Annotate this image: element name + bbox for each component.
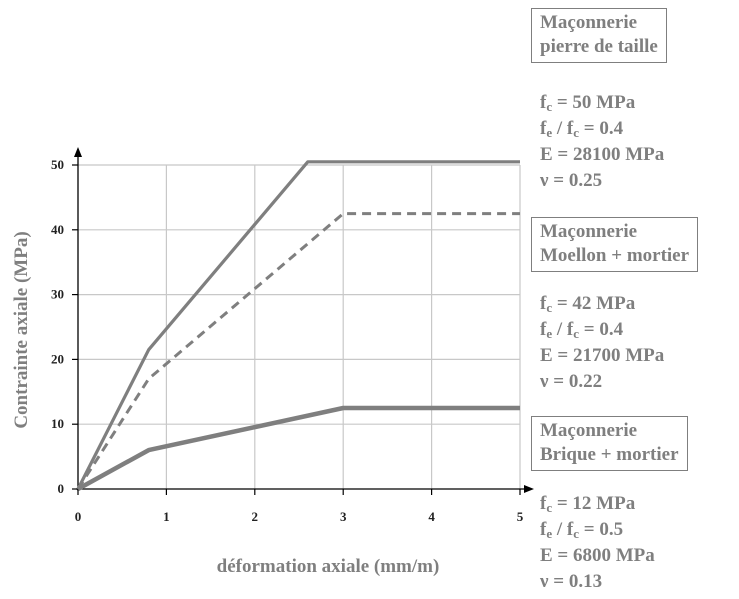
tick-labels: 0 10 20 30 40 50 0 1 2 3 4 5 (51, 157, 524, 524)
axes (72, 147, 534, 495)
prop-fc: fc = 50 MPa (540, 92, 636, 114)
x-tick-label: 1 (163, 509, 170, 524)
series-line-2 (76, 212, 520, 490)
y-tick-label: 20 (51, 351, 64, 366)
x-tick-label: 0 (75, 509, 82, 524)
series-lines (76, 160, 520, 491)
series-line-1 (76, 160, 520, 490)
prop-ratio: fe / fc = 0.4 (540, 118, 624, 140)
y-axis-arrow (74, 147, 82, 157)
legend-box-moellon: Maçonnerie Moellon + mortier (531, 217, 699, 272)
y-tick-label: 40 (51, 222, 64, 237)
legend-title-line2: Moellon + mortier (540, 245, 690, 266)
props-brique: fc = 12 MPa fe / fc = 0.5 E = 6800 MPa ν… (540, 491, 655, 595)
legend-box-pierre: Maçonnerie pierre de taille (531, 8, 667, 63)
prop-E: E = 28100 MPa (540, 144, 665, 165)
x-tick-label: 4 (428, 509, 435, 524)
prop-fc: fc = 12 MPa (540, 493, 636, 515)
legend-box-brique: Maçonnerie Brique + mortier (531, 416, 688, 471)
x-axis-label: déformation axiale (mm/m) (217, 556, 440, 577)
x-tick-label: 5 (517, 509, 524, 524)
series-line-3 (76, 405, 520, 491)
y-tick-label: 0 (58, 481, 65, 496)
prop-fc: fc = 42 MPa (540, 293, 636, 315)
y-axis-label: Contrainte axiale (MPa) (11, 231, 32, 428)
legend-title-line1: Maçonnerie (540, 12, 638, 33)
legend-title-line1: Maçonnerie (540, 420, 638, 441)
prop-nu: ν = 0.13 (540, 571, 603, 592)
props-moellon: fc = 42 MPa fe / fc = 0.4 E = 21700 MPa … (540, 291, 664, 395)
y-tick-label: 50 (51, 157, 64, 172)
y-tick-label: 30 (51, 287, 64, 302)
legend-title-line2: Brique + mortier (540, 444, 679, 465)
prop-nu: ν = 0.25 (540, 170, 603, 191)
x-axis-arrow (524, 485, 534, 493)
props-pierre: fc = 50 MPa fe / fc = 0.4 E = 28100 MPa … (540, 90, 664, 194)
legend-title-line1: Maçonnerie (540, 221, 638, 242)
prop-ratio: fe / fc = 0.4 (540, 319, 624, 341)
prop-ratio: fe / fc = 0.5 (540, 519, 624, 541)
prop-E: E = 6800 MPa (540, 545, 655, 566)
y-tick-label: 10 (51, 416, 64, 431)
x-tick-label: 2 (252, 509, 259, 524)
x-tick-label: 3 (340, 509, 347, 524)
prop-nu: ν = 0.22 (540, 371, 603, 392)
prop-E: E = 21700 MPa (540, 345, 665, 366)
legend-title-line2: pierre de taille (540, 36, 658, 57)
